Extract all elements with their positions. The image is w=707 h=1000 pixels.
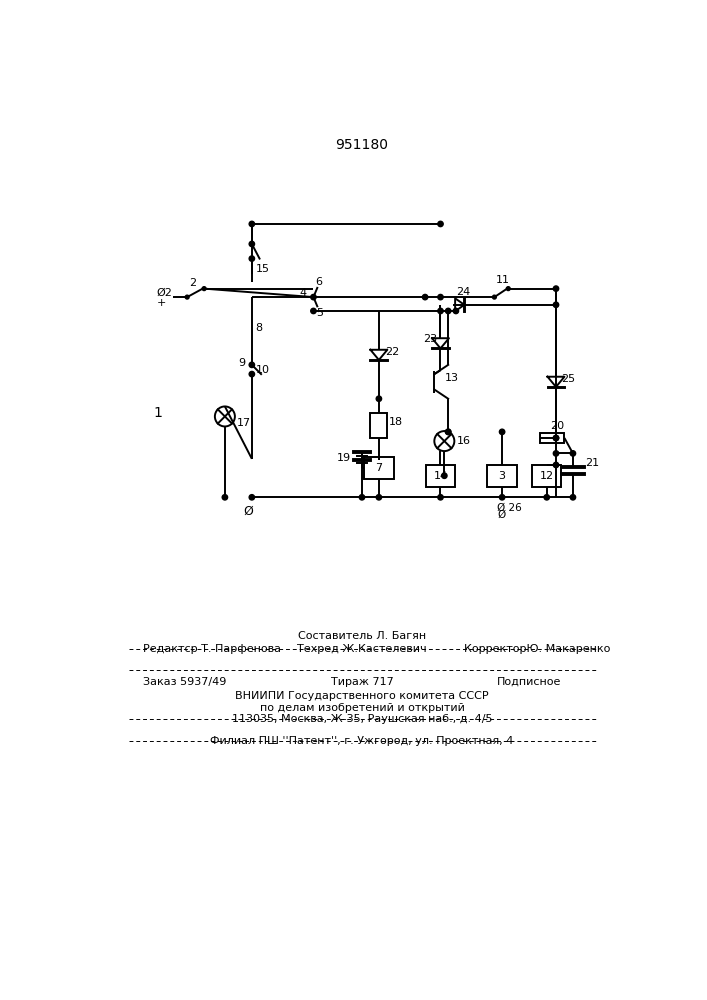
- Circle shape: [445, 429, 451, 435]
- Circle shape: [571, 451, 575, 456]
- Circle shape: [554, 435, 559, 441]
- Text: 12: 12: [539, 471, 554, 481]
- Text: Заказ 5937/49: Заказ 5937/49: [143, 677, 226, 687]
- Text: 13: 13: [444, 373, 458, 383]
- Circle shape: [445, 308, 451, 314]
- Text: Составитель Л. Багян: Составитель Л. Багян: [298, 631, 426, 641]
- Circle shape: [222, 495, 228, 500]
- Text: 11: 11: [496, 275, 510, 285]
- Circle shape: [202, 287, 206, 291]
- Circle shape: [554, 451, 559, 456]
- Text: 6: 6: [315, 277, 322, 287]
- Circle shape: [249, 241, 255, 247]
- Circle shape: [438, 221, 443, 227]
- Text: 9: 9: [238, 358, 245, 368]
- Text: 4: 4: [300, 288, 307, 298]
- Circle shape: [249, 221, 255, 227]
- Circle shape: [445, 429, 451, 435]
- Circle shape: [249, 256, 255, 261]
- Text: 20: 20: [550, 421, 564, 431]
- Text: 25: 25: [561, 374, 575, 384]
- Text: 23: 23: [423, 334, 438, 344]
- Text: Ø 26: Ø 26: [498, 502, 522, 512]
- Circle shape: [359, 495, 365, 500]
- Text: ВНИИПИ Государственного комитета СССР: ВНИИПИ Государственного комитета СССР: [235, 691, 489, 701]
- Text: Ø: Ø: [243, 505, 253, 518]
- Circle shape: [571, 495, 575, 500]
- Bar: [370, 413, 387, 438]
- Circle shape: [453, 308, 459, 314]
- Bar: [426, 465, 455, 487]
- Circle shape: [554, 286, 559, 291]
- Circle shape: [438, 294, 443, 300]
- Text: 951180: 951180: [335, 138, 388, 152]
- Circle shape: [249, 371, 255, 377]
- Circle shape: [493, 295, 496, 299]
- Text: +: +: [156, 298, 165, 308]
- Circle shape: [499, 495, 505, 500]
- Text: Подписное: Подписное: [497, 677, 561, 687]
- Circle shape: [376, 396, 382, 401]
- Text: 16: 16: [457, 436, 471, 446]
- Text: 10: 10: [256, 365, 269, 375]
- Bar: [487, 465, 517, 487]
- Text: по делам изобретений и открытий: по делам изобретений и открытий: [259, 703, 464, 713]
- Text: Ø: Ø: [498, 510, 506, 520]
- Circle shape: [311, 294, 316, 300]
- Text: 113035, Москва, Ж-35, Раушская наб., д. 4/5: 113035, Москва, Ж-35, Раушская наб., д. …: [232, 714, 492, 724]
- Text: 15: 15: [256, 264, 269, 274]
- Text: Тираж 717: Тираж 717: [331, 677, 393, 687]
- Text: 7: 7: [375, 463, 382, 473]
- Bar: [540, 433, 564, 443]
- Text: Ø2: Ø2: [156, 287, 173, 297]
- Text: 18: 18: [389, 417, 403, 427]
- Text: Редактср Т. Парфенова: Редактср Т. Парфенова: [143, 644, 281, 654]
- Bar: [532, 465, 561, 487]
- Text: Техред Ж.Кастелевич: Техред Ж.Кастелевич: [297, 644, 427, 654]
- Circle shape: [499, 429, 505, 435]
- Text: 5: 5: [317, 308, 324, 318]
- Text: 2: 2: [189, 278, 196, 288]
- Circle shape: [442, 473, 447, 478]
- Circle shape: [422, 294, 428, 300]
- Circle shape: [506, 287, 510, 291]
- Text: 24: 24: [456, 287, 470, 297]
- Bar: [364, 457, 394, 479]
- Text: 8: 8: [256, 323, 263, 333]
- Circle shape: [554, 302, 559, 307]
- Text: Филиал ПШ ''Патент'', г. Ужгород, ул. Проектная, 4: Филиал ПШ ''Патент'', г. Ужгород, ул. Пр…: [210, 736, 514, 746]
- Text: 3: 3: [498, 471, 506, 481]
- Circle shape: [185, 295, 189, 299]
- Text: 21: 21: [585, 458, 600, 468]
- Text: 14: 14: [433, 471, 448, 481]
- Circle shape: [376, 495, 382, 500]
- Text: 22: 22: [385, 347, 399, 357]
- Circle shape: [554, 435, 559, 441]
- Text: 19: 19: [337, 453, 351, 463]
- Circle shape: [438, 495, 443, 500]
- Circle shape: [438, 308, 443, 314]
- Text: 1: 1: [153, 406, 162, 420]
- Circle shape: [249, 362, 255, 368]
- Circle shape: [544, 495, 549, 500]
- Text: 17: 17: [238, 418, 251, 428]
- Text: КорректорЮ. Макаренко: КорректорЮ. Макаренко: [464, 644, 610, 654]
- Circle shape: [249, 495, 255, 500]
- Circle shape: [554, 462, 559, 468]
- Circle shape: [311, 308, 316, 314]
